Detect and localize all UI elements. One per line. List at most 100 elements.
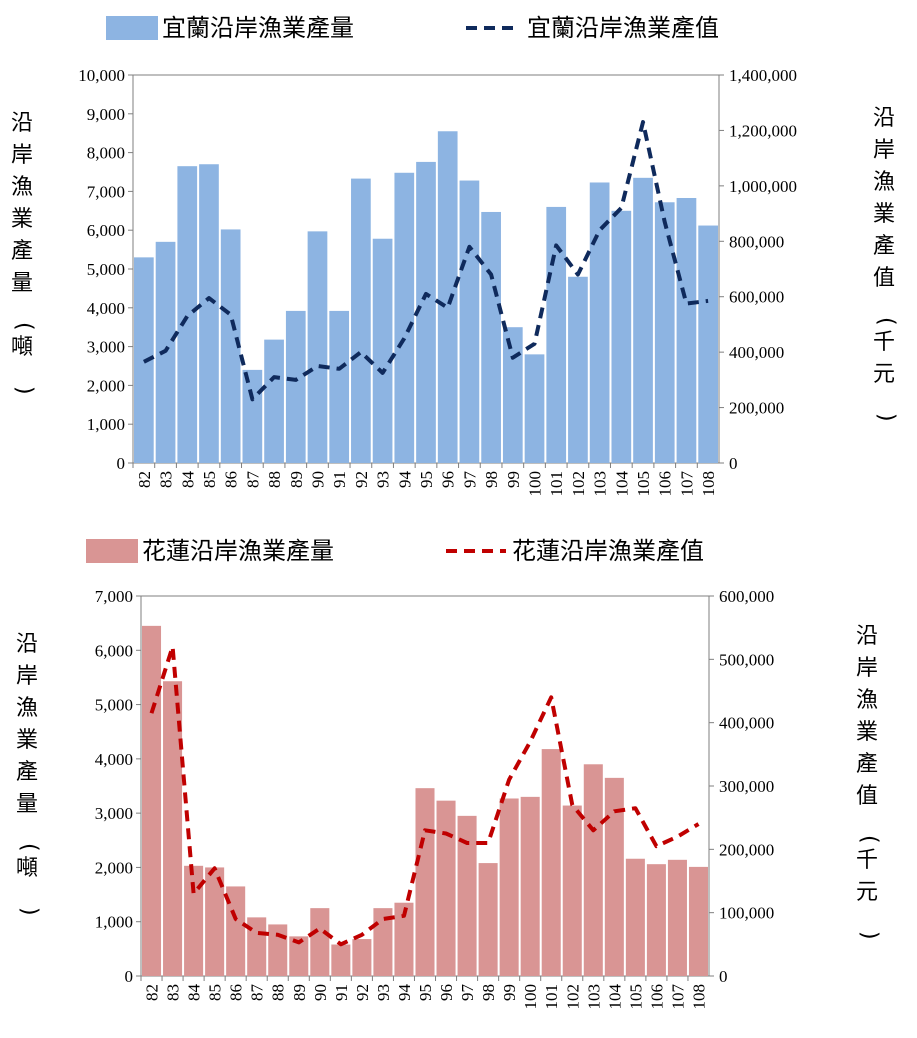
hualien-legend-bar-swatch (86, 539, 138, 563)
ilan-bar-105 (633, 177, 653, 463)
ilan-left-tick-label: 2,000 (87, 376, 125, 395)
ilan-x-label-83: 83 (157, 471, 176, 488)
hualien-x-label-103: 103 (584, 984, 603, 1010)
hualien-x-label-99: 99 (500, 984, 519, 1001)
hualien-bar-101 (541, 749, 561, 976)
ilan-x-label-85: 85 (200, 471, 219, 488)
ilan-bar-92 (351, 178, 371, 463)
hualien-left-tick-label: 3,000 (95, 804, 133, 823)
ilan-chart: 0 1,000 2,000 3,000 4,000 5,000 6,000 7,000 8,00… (11, 14, 899, 497)
ilan-right-tick-label: 0 (729, 454, 738, 473)
hualien-bar-97 (457, 815, 477, 976)
hualien-left-tick-label: 7,000 (95, 587, 133, 606)
ilan-x-label-99: 99 (504, 471, 523, 488)
ilan-right-tick-label: 400,000 (729, 343, 784, 362)
hualien-x-label-88: 88 (269, 984, 288, 1001)
hualien-bar-103 (583, 764, 603, 976)
ilan-x-label-97: 97 (460, 471, 479, 489)
ilan-bar-95 (416, 161, 436, 464)
hualien-right-tick-label: 300,000 (719, 777, 774, 796)
ilan-bar-107 (676, 197, 697, 463)
ilan-left-tick-label: 4,000 (87, 299, 125, 318)
ilan-x-label-101: 101 (547, 471, 566, 497)
hualien-legend-bar-label: 花蓮沿岸漁業產量 (142, 537, 334, 565)
ilan-bar-88 (264, 339, 284, 463)
ilan-bar-99 (502, 327, 523, 463)
ilan-bar-97 (459, 180, 480, 463)
hualien-bar-89 (289, 936, 309, 976)
ilan-left-tick-label: 7,000 (87, 182, 125, 201)
hualien-bar-100 (520, 796, 540, 976)
hualien-legend-line-label: 花蓮沿岸漁業產值 (512, 537, 704, 565)
ilan-bar-89 (285, 310, 306, 463)
hualien-bar-102 (562, 805, 582, 976)
hualien-x-label-93: 93 (374, 984, 393, 1001)
hualien-left-tick-label: 5,000 (95, 696, 133, 715)
ilan-x-label-98: 98 (482, 471, 501, 488)
ilan-x-label-102: 102 (569, 471, 588, 497)
hualien-right-tick-label: 100,000 (719, 904, 774, 923)
hualien-bar-93 (373, 908, 393, 976)
ilan-x-label-106: 106 (656, 471, 675, 497)
ilan-bar-102 (568, 276, 588, 463)
hualien-x-label-83: 83 (164, 984, 183, 1001)
ilan-right-tick-label: 800,000 (729, 232, 784, 251)
hualien-x-label-94: 94 (395, 984, 414, 1002)
ilan-right-tick-label: 1,400,000 (729, 66, 797, 85)
ilan-x-label-104: 104 (612, 471, 631, 497)
hualien-left-tick-label: 1,000 (95, 913, 133, 932)
hualien-bar-108 (688, 866, 708, 976)
ilan-bar-101 (546, 206, 567, 464)
ilan-bar-87 (242, 369, 263, 463)
hualien-x-label-101: 101 (542, 984, 561, 1010)
hualien-right-axis-title: 沿岸漁業產值(千元) (856, 624, 882, 940)
ilan-x-label-91: 91 (330, 471, 349, 488)
hualien-chart: 0 1,000 2,000 3,000 4,000 5,000 6,000 7,000 0 100… (16, 537, 882, 1010)
hualien-right-tick-label: 0 (719, 967, 728, 986)
hualien-x-label-87: 87 (248, 984, 267, 1002)
hualien-right-tick-label: 500,000 (719, 650, 774, 669)
ilan-left-tick-label: 9,000 (87, 105, 125, 124)
hualien-x-label-96: 96 (437, 984, 456, 1001)
ilan-x-label-95: 95 (417, 471, 436, 488)
hualien-bar-91 (331, 944, 351, 976)
ilan-right-tick-label: 1,200,000 (729, 121, 797, 140)
ilan-x-label-86: 86 (222, 471, 241, 488)
hualien-x-label-89: 89 (290, 984, 309, 1001)
ilan-bar-96 (437, 131, 458, 463)
hualien-bar-98 (478, 863, 498, 976)
ilan-left-tick-label: 8,000 (87, 144, 125, 163)
hualien-bar-107 (667, 859, 687, 976)
hualien-bar-104 (604, 777, 624, 976)
ilan-x-label-96: 96 (439, 471, 458, 488)
ilan-right-axis-title: 沿岸漁業產值(千元) (873, 106, 899, 422)
hualien-x-label-84: 84 (185, 984, 204, 1002)
hualien-bar-90 (310, 908, 330, 976)
ilan-x-label-82: 82 (135, 471, 154, 488)
ilan-right-tick-label: 600,000 (729, 288, 784, 307)
hualien-bar-85 (205, 867, 225, 976)
hualien-bar-82 (142, 625, 162, 976)
ilan-x-label-107: 107 (677, 471, 696, 497)
ilan-legend-line-label: 宜蘭沿岸漁業產值 (527, 14, 719, 42)
hualien-x-label-95: 95 (416, 984, 435, 1001)
hualien-bar-86 (226, 886, 246, 976)
ilan-x-label-103: 103 (591, 471, 610, 497)
hualien-x-label-92: 92 (353, 984, 372, 1001)
ilan-x-label-89: 89 (287, 471, 306, 488)
hualien-x-label-106: 106 (647, 984, 666, 1010)
ilan-right-tick-label: 200,000 (729, 399, 784, 418)
hualien-bar-88 (268, 924, 288, 976)
ilan-bar-106 (654, 202, 675, 463)
hualien-left-tick-label: 4,000 (95, 750, 133, 769)
ilan-x-label-93: 93 (374, 471, 393, 488)
hualien-bar-94 (394, 902, 414, 976)
ilan-bar-85 (199, 164, 219, 464)
ilan-x-label-88: 88 (265, 471, 284, 488)
ilan-right-tick-label: 1,000,000 (729, 177, 797, 196)
ilan-bar-94 (394, 172, 415, 463)
ilan-left-tick-label: 6,000 (87, 221, 125, 240)
ilan-x-label-100: 100 (526, 471, 545, 497)
ilan-x-label-84: 84 (178, 471, 197, 489)
ilan-bar-84 (177, 166, 198, 463)
